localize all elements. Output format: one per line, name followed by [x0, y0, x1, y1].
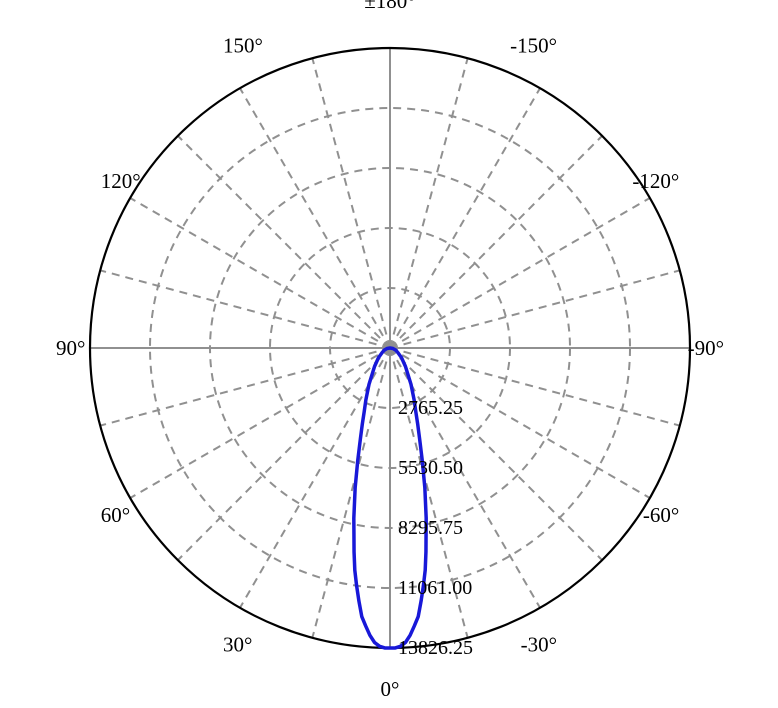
angle-label: ±180°: [364, 0, 415, 13]
angle-label: -90°: [688, 336, 724, 360]
radial-tick-label: 2765.25: [398, 397, 463, 419]
polar-chart: 2765.25 5530.50 8295.75 11061.00 13826.25 ±18…: [0, 0, 778, 708]
angle-label: 60°: [101, 503, 130, 527]
angle-label: 90°: [56, 336, 85, 360]
angle-label: -60°: [643, 503, 679, 527]
radial-tick-label: 13826.25: [398, 637, 473, 659]
angle-label: 150°: [223, 34, 263, 58]
angle-label: 30°: [223, 632, 252, 656]
radial-tick-label: 11061.00: [398, 577, 472, 599]
angle-label: 120°: [101, 169, 141, 193]
radial-tick-label: 5530.50: [398, 457, 463, 479]
angle-label: 0°: [381, 677, 400, 701]
radial-tick-label: 8295.75: [398, 517, 463, 539]
angle-label: -150°: [510, 34, 557, 58]
angle-label: -120°: [632, 169, 679, 193]
angle-label: -30°: [521, 632, 557, 656]
